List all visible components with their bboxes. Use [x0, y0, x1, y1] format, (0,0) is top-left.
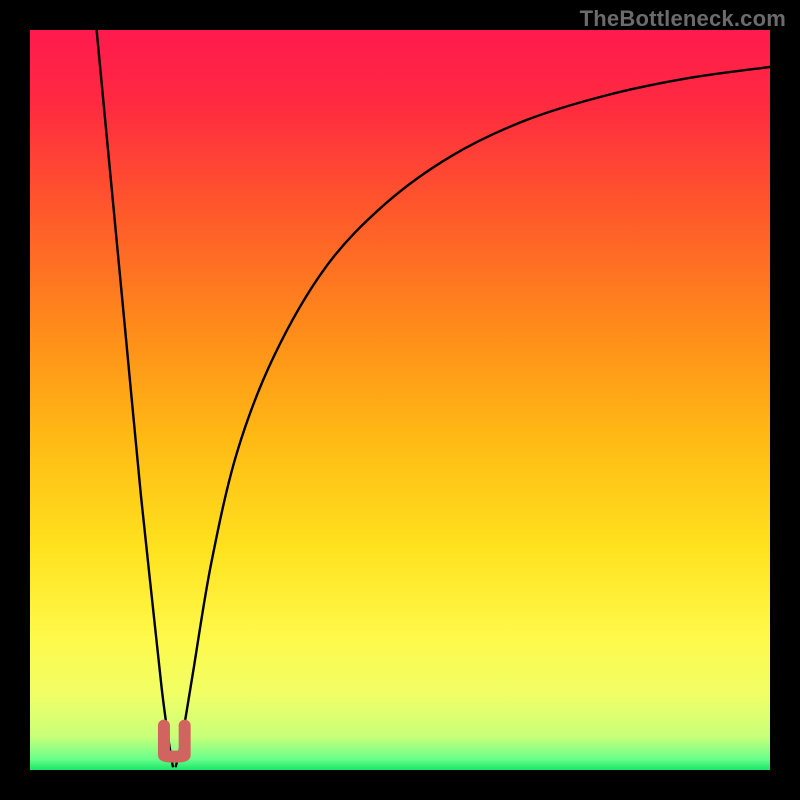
gradient-background: [30, 30, 770, 770]
chart-frame: [30, 30, 770, 770]
watermark-text: TheBottleneck.com: [580, 6, 786, 32]
chart-svg: [30, 30, 770, 770]
